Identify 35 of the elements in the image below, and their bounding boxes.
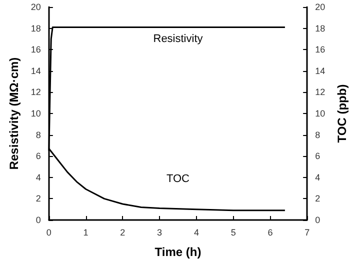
y-tick-label: 18 (30, 23, 41, 34)
y-tick-label: 12 (30, 87, 41, 98)
y2-tick-label: 20 (315, 2, 326, 12)
y-tick-label: 20 (30, 2, 41, 12)
y-tick-label: 2 (36, 194, 41, 204)
y2-tick-label: 14 (315, 66, 326, 76)
x-tick-label: 5 (230, 228, 236, 238)
y2-tick-label: 8 (315, 130, 320, 140)
y2-tick-label: 2 (315, 194, 320, 204)
y2-tick-label: 0 (315, 215, 320, 225)
y-tick-label: 8 (36, 130, 41, 140)
x-tick-label: 0 (46, 228, 52, 238)
y-axis-title: Resistivity (MΩ·cm) (7, 57, 21, 170)
y-tick-label: 0 (36, 215, 41, 225)
x-tick-label: 1 (83, 228, 88, 238)
series-label: Resistivity (153, 33, 204, 46)
y2-axis-title: TOC (ppb) (335, 84, 349, 143)
y-tick-label: 6 (36, 151, 41, 162)
y2-tick-label: 16 (315, 44, 326, 55)
y2-tick-label: 6 (315, 151, 320, 162)
x-tick-label: 2 (120, 228, 126, 238)
x-tick-label: 7 (304, 228, 310, 238)
x-tick-label: 6 (268, 228, 273, 238)
y-tick-label: 10 (30, 108, 41, 118)
y-tick-label: 14 (30, 66, 41, 76)
y2-tick-label: 12 (315, 87, 326, 98)
y2-tick-label: 10 (315, 108, 326, 118)
y-tick-label: 4 (36, 172, 41, 182)
text: TOC (166, 172, 190, 185)
y-tick-label: 16 (30, 44, 41, 55)
y2-tick-label: 18 (315, 23, 326, 34)
x-tick-label: 4 (194, 228, 199, 238)
y2-tick-label: 4 (315, 172, 320, 182)
x-axis-title: Time (h) (154, 245, 202, 259)
x-tick-label: 3 (157, 228, 162, 238)
